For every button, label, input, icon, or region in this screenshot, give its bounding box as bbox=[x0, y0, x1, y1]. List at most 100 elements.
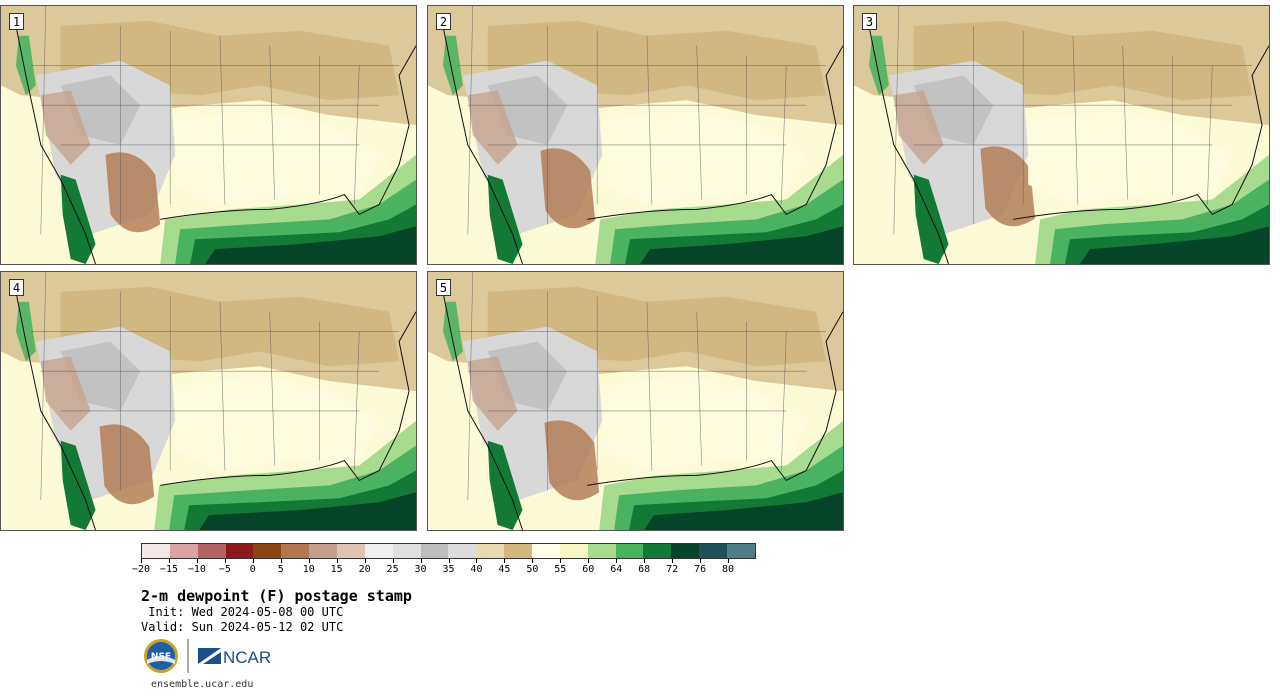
brown-dry-region bbox=[105, 152, 161, 233]
colorbar-segment bbox=[364, 544, 393, 558]
colorbar-tick-label: 76 bbox=[694, 564, 707, 575]
colorbar-tick-label: 68 bbox=[638, 564, 651, 575]
dewpoint-colorbar bbox=[141, 543, 756, 559]
coastline bbox=[1013, 45, 1269, 220]
brown-dry-region bbox=[980, 146, 1036, 227]
postage-stamp-map-2[interactable]: 2 bbox=[427, 5, 844, 265]
nsf-logo: NSF bbox=[144, 639, 178, 673]
colorbar-tick bbox=[476, 559, 478, 563]
colorbar-tick-label: −20 bbox=[131, 564, 151, 575]
mexico-coast-green bbox=[60, 174, 96, 264]
member-number-label: 2 bbox=[436, 13, 451, 30]
darkest-green-band bbox=[643, 492, 843, 530]
colorbar-tick bbox=[616, 559, 618, 563]
dewpoint-map bbox=[428, 6, 843, 264]
state-border bbox=[646, 35, 653, 205]
colorbar-tick-label: 0 bbox=[249, 564, 256, 575]
coastline bbox=[868, 25, 950, 264]
darkest-green-band bbox=[639, 226, 843, 264]
state-border bbox=[467, 6, 474, 235]
coastline bbox=[160, 311, 416, 486]
colorbar-segment bbox=[559, 544, 588, 558]
state-border bbox=[353, 331, 360, 471]
light-brown-region bbox=[40, 90, 91, 165]
colorbar-segment bbox=[309, 544, 338, 558]
colorbar-segment bbox=[699, 544, 728, 558]
colorbar-segment bbox=[504, 544, 533, 558]
state-border bbox=[269, 311, 275, 466]
svg-text:NCAR: NCAR bbox=[223, 648, 271, 667]
colorbar-tick-label: 35 bbox=[442, 564, 455, 575]
light-brown-region bbox=[893, 90, 944, 165]
ncar-logo: NCAR bbox=[198, 648, 271, 667]
state-border bbox=[1072, 35, 1079, 205]
state-border bbox=[646, 301, 653, 471]
colorbar-segment bbox=[671, 544, 700, 558]
dewpoint-map bbox=[428, 272, 843, 530]
colorbar-tick bbox=[448, 559, 450, 563]
page-title: 2-m dewpoint (F) postage stamp bbox=[141, 587, 412, 605]
colorbar-tick bbox=[308, 559, 310, 563]
state-border bbox=[780, 331, 787, 471]
colorbar-segment bbox=[169, 544, 198, 558]
init-time: Init: Wed 2024-05-08 00 UTC bbox=[141, 605, 344, 619]
coastline bbox=[160, 45, 416, 220]
colorbar-tick bbox=[532, 559, 534, 563]
colorbar-segment bbox=[142, 544, 170, 558]
member-number-label: 5 bbox=[436, 279, 451, 296]
colorbar-tick bbox=[224, 559, 226, 563]
colorbar-tick bbox=[504, 559, 506, 563]
colorbar-tick-label: 60 bbox=[582, 564, 595, 575]
coastline bbox=[587, 45, 843, 220]
colorbar-tick-label: 40 bbox=[470, 564, 483, 575]
colorbar-tick bbox=[196, 559, 198, 563]
light-brown-region bbox=[467, 356, 518, 431]
colorbar-segment bbox=[587, 544, 616, 558]
colorbar-tick-label: 20 bbox=[358, 564, 371, 575]
state-border bbox=[40, 6, 47, 235]
colorbar-segment bbox=[337, 544, 365, 558]
state-border bbox=[467, 272, 474, 501]
pale-moist-region bbox=[175, 110, 380, 205]
coastline bbox=[442, 25, 524, 264]
valid-time: Valid: Sun 2024-05-12 02 UTC bbox=[141, 620, 344, 634]
colorbar-tick-label: 80 bbox=[722, 564, 735, 575]
colorbar-tick-label: 45 bbox=[498, 564, 511, 575]
colorbar-tick bbox=[420, 559, 422, 563]
colorbar-ticks: −20 −15 −10 −5 0 5 10 15 20 25 30 35 40 45 50 55 60 64 68 7… bbox=[132, 559, 756, 583]
brown-dry-region bbox=[540, 148, 596, 229]
colorbar-tick-label: 50 bbox=[526, 564, 539, 575]
colorbar-segment bbox=[532, 544, 560, 558]
pale-moist-region bbox=[175, 376, 380, 471]
pale-moist-region bbox=[602, 110, 807, 205]
postage-stamp-map-4[interactable]: 4 bbox=[0, 271, 417, 531]
brown-dry-region bbox=[544, 420, 600, 501]
colorbar-tick bbox=[141, 559, 142, 563]
member-number-label: 1 bbox=[9, 13, 24, 30]
colorbar-segment bbox=[253, 544, 282, 558]
member-number-label: 3 bbox=[862, 13, 877, 30]
colorbar-tick-label: 10 bbox=[302, 564, 315, 575]
colorbar-segment bbox=[420, 544, 449, 558]
colorbar-segment bbox=[392, 544, 421, 558]
postage-stamp-map-3[interactable]: 3 bbox=[853, 5, 1270, 265]
state-border bbox=[696, 45, 702, 200]
state-border bbox=[353, 65, 360, 205]
state-border bbox=[219, 35, 226, 205]
colorbar-segment bbox=[476, 544, 505, 558]
state-border bbox=[1206, 65, 1213, 205]
mexico-coast-green bbox=[487, 440, 523, 530]
colorbar-tick bbox=[644, 559, 646, 563]
dewpoint-map bbox=[1, 272, 416, 530]
colorbar-segment bbox=[448, 544, 477, 558]
coastline bbox=[587, 311, 843, 486]
colorbar-segment bbox=[281, 544, 310, 558]
mexico-coast-green bbox=[60, 440, 96, 530]
darkest-green-band bbox=[1079, 226, 1269, 264]
postage-stamp-map-1[interactable]: 1 bbox=[0, 5, 417, 265]
colorbar-segment bbox=[615, 544, 644, 558]
postage-stamp-map-5[interactable]: 5 bbox=[427, 271, 844, 531]
colorbar-tick-label: 30 bbox=[414, 564, 427, 575]
colorbar-tick bbox=[364, 559, 366, 563]
colorbar-tick bbox=[252, 559, 254, 563]
